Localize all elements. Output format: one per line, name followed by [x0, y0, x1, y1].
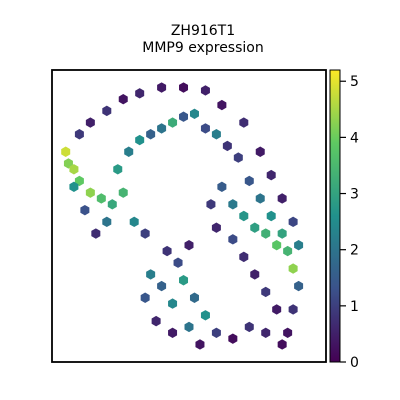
colorbar-tick-label-3: 3	[350, 187, 359, 203]
spot-6	[107, 199, 117, 210]
spot-42	[228, 333, 238, 344]
spot-14	[179, 111, 189, 122]
spot-60	[102, 216, 112, 228]
spot-64	[74, 129, 84, 140]
spot-23	[277, 228, 287, 239]
spot-17	[211, 129, 221, 140]
spot-78	[294, 240, 304, 251]
spot-53	[184, 321, 194, 333]
spot-0	[61, 146, 71, 157]
spot-21	[255, 193, 265, 204]
spot-56	[162, 245, 172, 257]
spot-41	[244, 321, 254, 333]
spot-43	[211, 327, 221, 338]
spot-63	[69, 181, 79, 192]
spot-19	[233, 152, 243, 163]
colorbar-ticks: 0 1 2 3 4 5	[340, 74, 359, 371]
spot-49	[146, 269, 156, 280]
spot-57	[184, 240, 194, 251]
spot-4	[85, 187, 95, 198]
spot-29	[239, 210, 249, 222]
spot-45	[189, 292, 199, 303]
spot-47	[168, 298, 178, 309]
spot-8	[113, 164, 123, 175]
spot-61	[91, 228, 101, 239]
spot-52	[168, 327, 178, 338]
spot-33	[211, 222, 221, 233]
spot-62	[80, 204, 90, 216]
spot-58	[129, 216, 139, 228]
spot-76	[277, 193, 287, 204]
colorbar-tick-label-2: 2	[350, 243, 359, 259]
spot-75	[266, 169, 276, 181]
spot-72	[217, 99, 227, 111]
chart-title-line-1: ZH916T1	[171, 23, 235, 39]
spot-20	[244, 175, 254, 187]
spot-67	[118, 94, 128, 105]
spot-38	[272, 304, 282, 315]
spot-15	[189, 108, 199, 119]
spot-28	[250, 222, 260, 233]
spot-9	[124, 146, 134, 157]
spot-16	[200, 123, 210, 134]
spot-36	[250, 269, 260, 280]
spot-7	[118, 187, 128, 198]
colorbar-tick-label-5: 5	[350, 74, 359, 90]
spot-27	[261, 228, 271, 239]
spot-44	[200, 310, 210, 321]
colorbar-tick-label-0: 0	[350, 355, 359, 371]
spot-39	[283, 327, 293, 338]
spot-70	[179, 82, 189, 93]
spot-18	[222, 140, 232, 152]
spot-13	[168, 117, 178, 128]
spot-71	[200, 85, 210, 96]
spot-5	[96, 193, 106, 204]
spot-66	[102, 105, 112, 117]
spot-81	[277, 339, 287, 350]
spot-69	[157, 82, 167, 93]
spot-40	[261, 327, 271, 338]
spot-54	[195, 339, 205, 350]
spot-22	[266, 210, 276, 222]
colorbar	[329, 69, 341, 363]
spot-65	[85, 117, 95, 128]
spots-layer	[61, 82, 304, 350]
spot-24	[283, 245, 293, 257]
spot-51	[151, 315, 161, 327]
spot-73	[239, 117, 249, 128]
spot-26	[272, 240, 282, 251]
spot-80	[288, 304, 298, 315]
spot-2	[69, 164, 79, 175]
spot-74	[255, 146, 265, 157]
spot-32	[206, 199, 216, 210]
spot-77	[288, 216, 298, 228]
spot-31	[217, 181, 227, 192]
plot-frame	[51, 69, 327, 363]
spot-11	[146, 129, 156, 140]
colorbar-tick-label-4: 4	[350, 130, 359, 146]
spot-79	[294, 280, 304, 292]
spot-34	[228, 234, 238, 245]
spot-12	[157, 123, 167, 134]
spot-50	[140, 292, 150, 303]
spot-10	[135, 134, 145, 146]
spot-46	[179, 275, 189, 286]
spot-55	[173, 257, 183, 268]
spot-25	[288, 263, 298, 274]
spot-68	[135, 88, 145, 99]
spot-35	[239, 251, 249, 263]
chart-title-line-2: MMP9 expression	[142, 40, 263, 56]
colorbar-tick-label-1: 1	[350, 299, 359, 315]
spot-30	[228, 199, 238, 210]
spot-48	[157, 280, 167, 292]
spot-37	[261, 286, 271, 298]
spot-59	[140, 228, 150, 239]
